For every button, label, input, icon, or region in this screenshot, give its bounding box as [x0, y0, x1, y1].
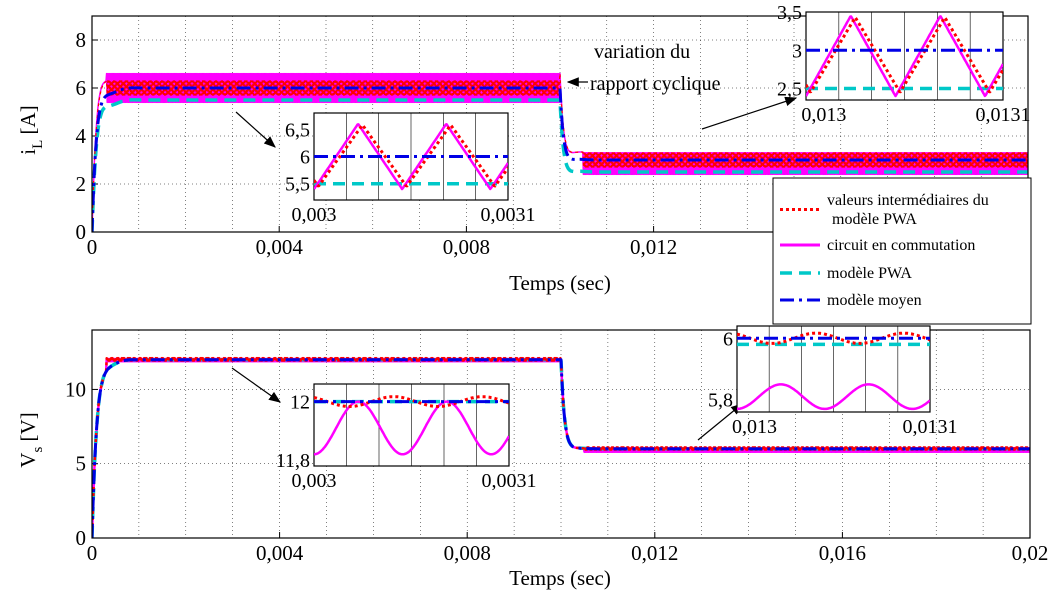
y-tick-label: 0: [76, 220, 87, 244]
inset-x-tick-label: 0,013: [801, 104, 846, 126]
inset-y-tick-label: 12: [290, 392, 310, 414]
annotation-line-2: rapport cyclique: [590, 73, 721, 95]
x-tick-label: 0: [87, 541, 98, 565]
inset-x-tick-label: 0,0031: [481, 204, 536, 226]
inset-y-tick-label: 11,8: [276, 450, 310, 472]
inset-y-tick-label: 5,5: [285, 174, 310, 196]
annotation-line-1: variation du: [594, 41, 690, 63]
inset-arrow-top-right: [701, 96, 798, 130]
top-y-tick-labels: 0 2 4 6 8: [76, 28, 87, 244]
bottom-y-axis-label: Vs [V]: [16, 412, 46, 467]
legend-label: circuit en commutation: [827, 237, 975, 254]
x-tick-label: 0,004: [256, 541, 304, 565]
inset-x-tick-label: 0,003: [292, 204, 337, 226]
x-tick-label: 0: [87, 235, 98, 259]
inset-x-tick-label: 0,0131: [903, 416, 958, 438]
inset-arrow-top-left: [235, 111, 276, 148]
inset-y-tick-label: 2,5: [777, 79, 802, 101]
y-tick-label: 0: [76, 526, 87, 550]
inset-y-tick-label: 5,8: [708, 390, 733, 412]
series-modele-moyen: [92, 358, 1030, 538]
inset-arrow-bottom-left: [231, 367, 281, 403]
bottom-x-tick-labels: 0 0,004 0,008 0,012 0,016 0,02: [87, 541, 1049, 565]
inset-series-circuit-en-commutation: [314, 400, 509, 456]
inset-series-circuit-en-commutation: [737, 383, 930, 411]
y-tick-label: 10: [65, 377, 86, 401]
inset-x-tick-label: 0,0031: [482, 470, 537, 492]
inset-x-tick-label: 0,003: [292, 470, 337, 492]
inset-series-valeurs-intermediaires: [314, 123, 508, 188]
bottom-plot: 0 0,004 0,008 0,012 0,016 0,02 0 5 10 Temps (se…: [16, 325, 1049, 590]
inset-x-tick-label: 0,0131: [976, 104, 1031, 126]
inset-x-tick-label: 0,013: [732, 416, 777, 438]
top-y-axis-label: iL [A]: [16, 105, 46, 154]
legend-label: modèle moyen: [827, 292, 922, 309]
inset-series-circuit-en-commutation: [806, 15, 1003, 98]
inset-series-valeurs-intermediaires: [806, 15, 1003, 94]
legend-label: modèle PWA: [827, 265, 912, 282]
series-modele-moyen: [92, 86, 1028, 232]
inset-y-tick-label: 6,5: [285, 119, 310, 141]
inset-y-tick-label: 3: [792, 40, 802, 62]
inset-y-tick-label: 6: [723, 328, 733, 350]
inset-top-right: 2,5 3 3,5 0,013 0,0131: [777, 2, 1031, 126]
step-annotation: variation du rapport cyclique: [566, 41, 721, 95]
y-tick-label: 4: [76, 124, 87, 148]
inset-series: [314, 123, 508, 191]
y-tick-label: 6: [76, 76, 87, 100]
x-tick-label: 0,012: [630, 235, 677, 259]
top-x-tick-labels: 0 0,004 0,008 0,012: [87, 235, 677, 259]
legend: valeurs intermédiaires du modèle PWA circu…: [772, 177, 1032, 325]
inset-y-tick-label: 6: [300, 147, 310, 169]
legend-label-line-2: modèle PWA: [832, 211, 917, 228]
inset-top-left: 5,5 6 6,5 0,003 0,0031: [285, 112, 536, 226]
top-series: [92, 72, 1028, 232]
x-tick-label: 0,008: [444, 541, 491, 565]
bottom-axes-frame: [91, 329, 1031, 539]
x-tick-label: 0,008: [443, 235, 490, 259]
inset-series: [314, 395, 509, 456]
inset-bottom-left: 11,8 12 0,003 0,0031: [276, 383, 537, 492]
x-tick-label: 0,02: [1012, 541, 1049, 565]
x-tick-label: 0,012: [631, 541, 678, 565]
inset-y-tick-label: 3,5: [777, 2, 802, 24]
bottom-series: [92, 356, 1030, 538]
series-modele-pwa: [92, 98, 1028, 232]
inset-bottom-right: 5,8 6 0,013 0,0131: [708, 325, 958, 438]
inset-series: [737, 331, 930, 411]
y-tick-label: 2: [76, 172, 87, 196]
top-axes-frame: [91, 15, 1029, 233]
x-tick-label: 0,004: [256, 235, 304, 259]
top-x-axis-label: Temps (sec): [509, 271, 611, 295]
bottom-y-tick-labels: 0 5 10: [65, 377, 86, 550]
y-tick-label: 5: [76, 452, 87, 476]
series-valeurs-intermediaires: [92, 73, 1028, 232]
x-tick-label: 0,016: [819, 541, 866, 565]
bottom-x-axis-label: Temps (sec): [509, 566, 611, 590]
inset-series: [806, 15, 1003, 98]
inset-series-circuit-en-commutation: [314, 123, 508, 191]
top-plot: 0 0,004 0,008 0,012 0 2 4 6 8 Temps (sec) iL [A…: [16, 2, 1031, 295]
legend-label-line-1: valeurs intermédiaires du: [827, 192, 989, 209]
y-tick-label: 8: [76, 28, 87, 52]
inset-arrow-bottom-right: [697, 403, 743, 441]
